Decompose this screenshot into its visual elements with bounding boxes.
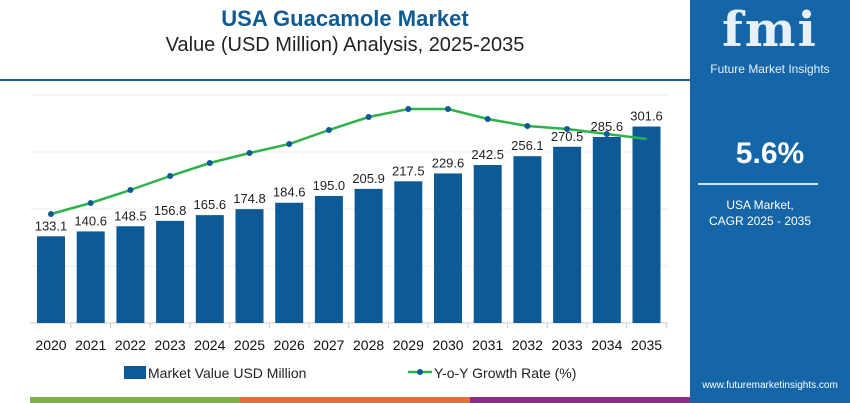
- x-tick-label: 2034: [591, 337, 622, 353]
- footer-strip-green: [30, 397, 240, 403]
- x-tick-label: 2029: [393, 337, 424, 353]
- cagr-value: 5.6%: [735, 137, 805, 170]
- growth-marker: [365, 114, 372, 120]
- x-tick-label: 2028: [353, 337, 384, 353]
- growth-marker: [167, 173, 174, 179]
- x-tick-label: 2030: [432, 337, 463, 353]
- bar: [116, 226, 145, 323]
- chart-subtitle: Value (USD Million) Analysis, 2025-2035: [165, 34, 525, 56]
- bar: [354, 188, 383, 323]
- bar: [314, 195, 343, 323]
- x-tick-label: 2025: [234, 337, 265, 353]
- bar-value-label: 140.6: [74, 213, 107, 228]
- bar-value-label: 242.5: [471, 147, 504, 162]
- bar-value-label: 285.6: [591, 119, 624, 134]
- growth-marker: [603, 131, 610, 137]
- bar: [37, 236, 65, 323]
- bar-value-label: 205.9: [352, 171, 385, 186]
- bar: [434, 173, 462, 323]
- bar-value-label: 270.5: [551, 129, 584, 144]
- website-link[interactable]: www.futuremarketinsights.com: [702, 380, 838, 391]
- x-tick-label: 2021: [75, 337, 106, 353]
- cagr-label-period: CAGR 2025 - 2035: [708, 214, 812, 228]
- bar: [553, 146, 582, 323]
- bar-value-label: 133.1: [35, 218, 68, 233]
- growth-marker: [405, 106, 412, 112]
- bar-value-label: 148.5: [114, 208, 147, 223]
- logo-text: Future Market Insights: [710, 62, 830, 76]
- bar-value-label: 229.6: [432, 155, 465, 170]
- bar-value-label: 184.6: [273, 185, 306, 200]
- bar-value-label: 156.8: [154, 203, 187, 218]
- bar: [394, 181, 423, 323]
- bar: [156, 220, 185, 323]
- chart: 133.1 2020 140.6 2021 148.5 2022 156.8 2023 165.…: [30, 94, 668, 381]
- footer-strip-purple: [470, 397, 690, 403]
- x-tick-label: 2024: [194, 337, 225, 353]
- fmi-logo: fmi: [722, 4, 818, 56]
- x-tick-label: 2020: [35, 337, 66, 353]
- growth-marker: [524, 123, 531, 129]
- growth-marker: [325, 127, 332, 133]
- cagr-label-market: USA Market,: [726, 198, 794, 212]
- bar: [473, 165, 502, 323]
- growth-marker: [445, 106, 451, 112]
- growth-marker: [48, 211, 54, 217]
- bar-value-label: 301.6: [630, 109, 663, 124]
- chart-title: USA Guacamole Market: [221, 6, 469, 31]
- bar-value-label: 256.1: [511, 138, 544, 153]
- x-tick-label: 2033: [552, 337, 583, 353]
- bar: [76, 231, 105, 323]
- x-tick-label: 2031: [472, 337, 503, 353]
- growth-marker: [87, 200, 94, 206]
- growth-marker: [127, 187, 134, 193]
- bar: [275, 202, 304, 323]
- growth-line: [50, 107, 647, 216]
- footer-strip-orange: [240, 397, 470, 403]
- header-divider: [0, 79, 690, 81]
- bar-value-label: 165.6: [194, 197, 227, 212]
- growth-marker: [564, 126, 571, 132]
- bar-value-label: 174.8: [233, 191, 266, 206]
- side-panel: fmi Future Market Insights 5.6% USA Mark…: [690, 0, 850, 403]
- bar: [632, 126, 661, 323]
- growth-marker: [484, 116, 491, 122]
- x-tick-label: 2026: [274, 337, 305, 353]
- legend-line-label: Y-o-Y Growth Rate (%): [434, 365, 576, 381]
- bar-value-label: 217.5: [392, 163, 425, 178]
- growth-marker: [286, 141, 293, 147]
- bar: [235, 209, 264, 323]
- x-tick-label: 2023: [155, 337, 186, 353]
- cagr-divider: [698, 183, 818, 185]
- x-tick-label: 2032: [512, 337, 543, 353]
- x-tick-label: 2035: [631, 337, 662, 353]
- legend-bar-label: Market Value USD Million: [148, 365, 306, 381]
- growth-marker: [206, 160, 213, 166]
- legend-line-marker: [417, 369, 423, 375]
- x-tick-label: 2027: [313, 337, 344, 353]
- bar: [513, 156, 542, 323]
- bar: [195, 215, 224, 323]
- legend-bar-swatch: [124, 366, 146, 379]
- bar: [592, 136, 621, 323]
- bar-value-label: 195.0: [313, 178, 346, 193]
- growth-marker: [246, 150, 253, 156]
- x-tick-label: 2022: [115, 337, 146, 353]
